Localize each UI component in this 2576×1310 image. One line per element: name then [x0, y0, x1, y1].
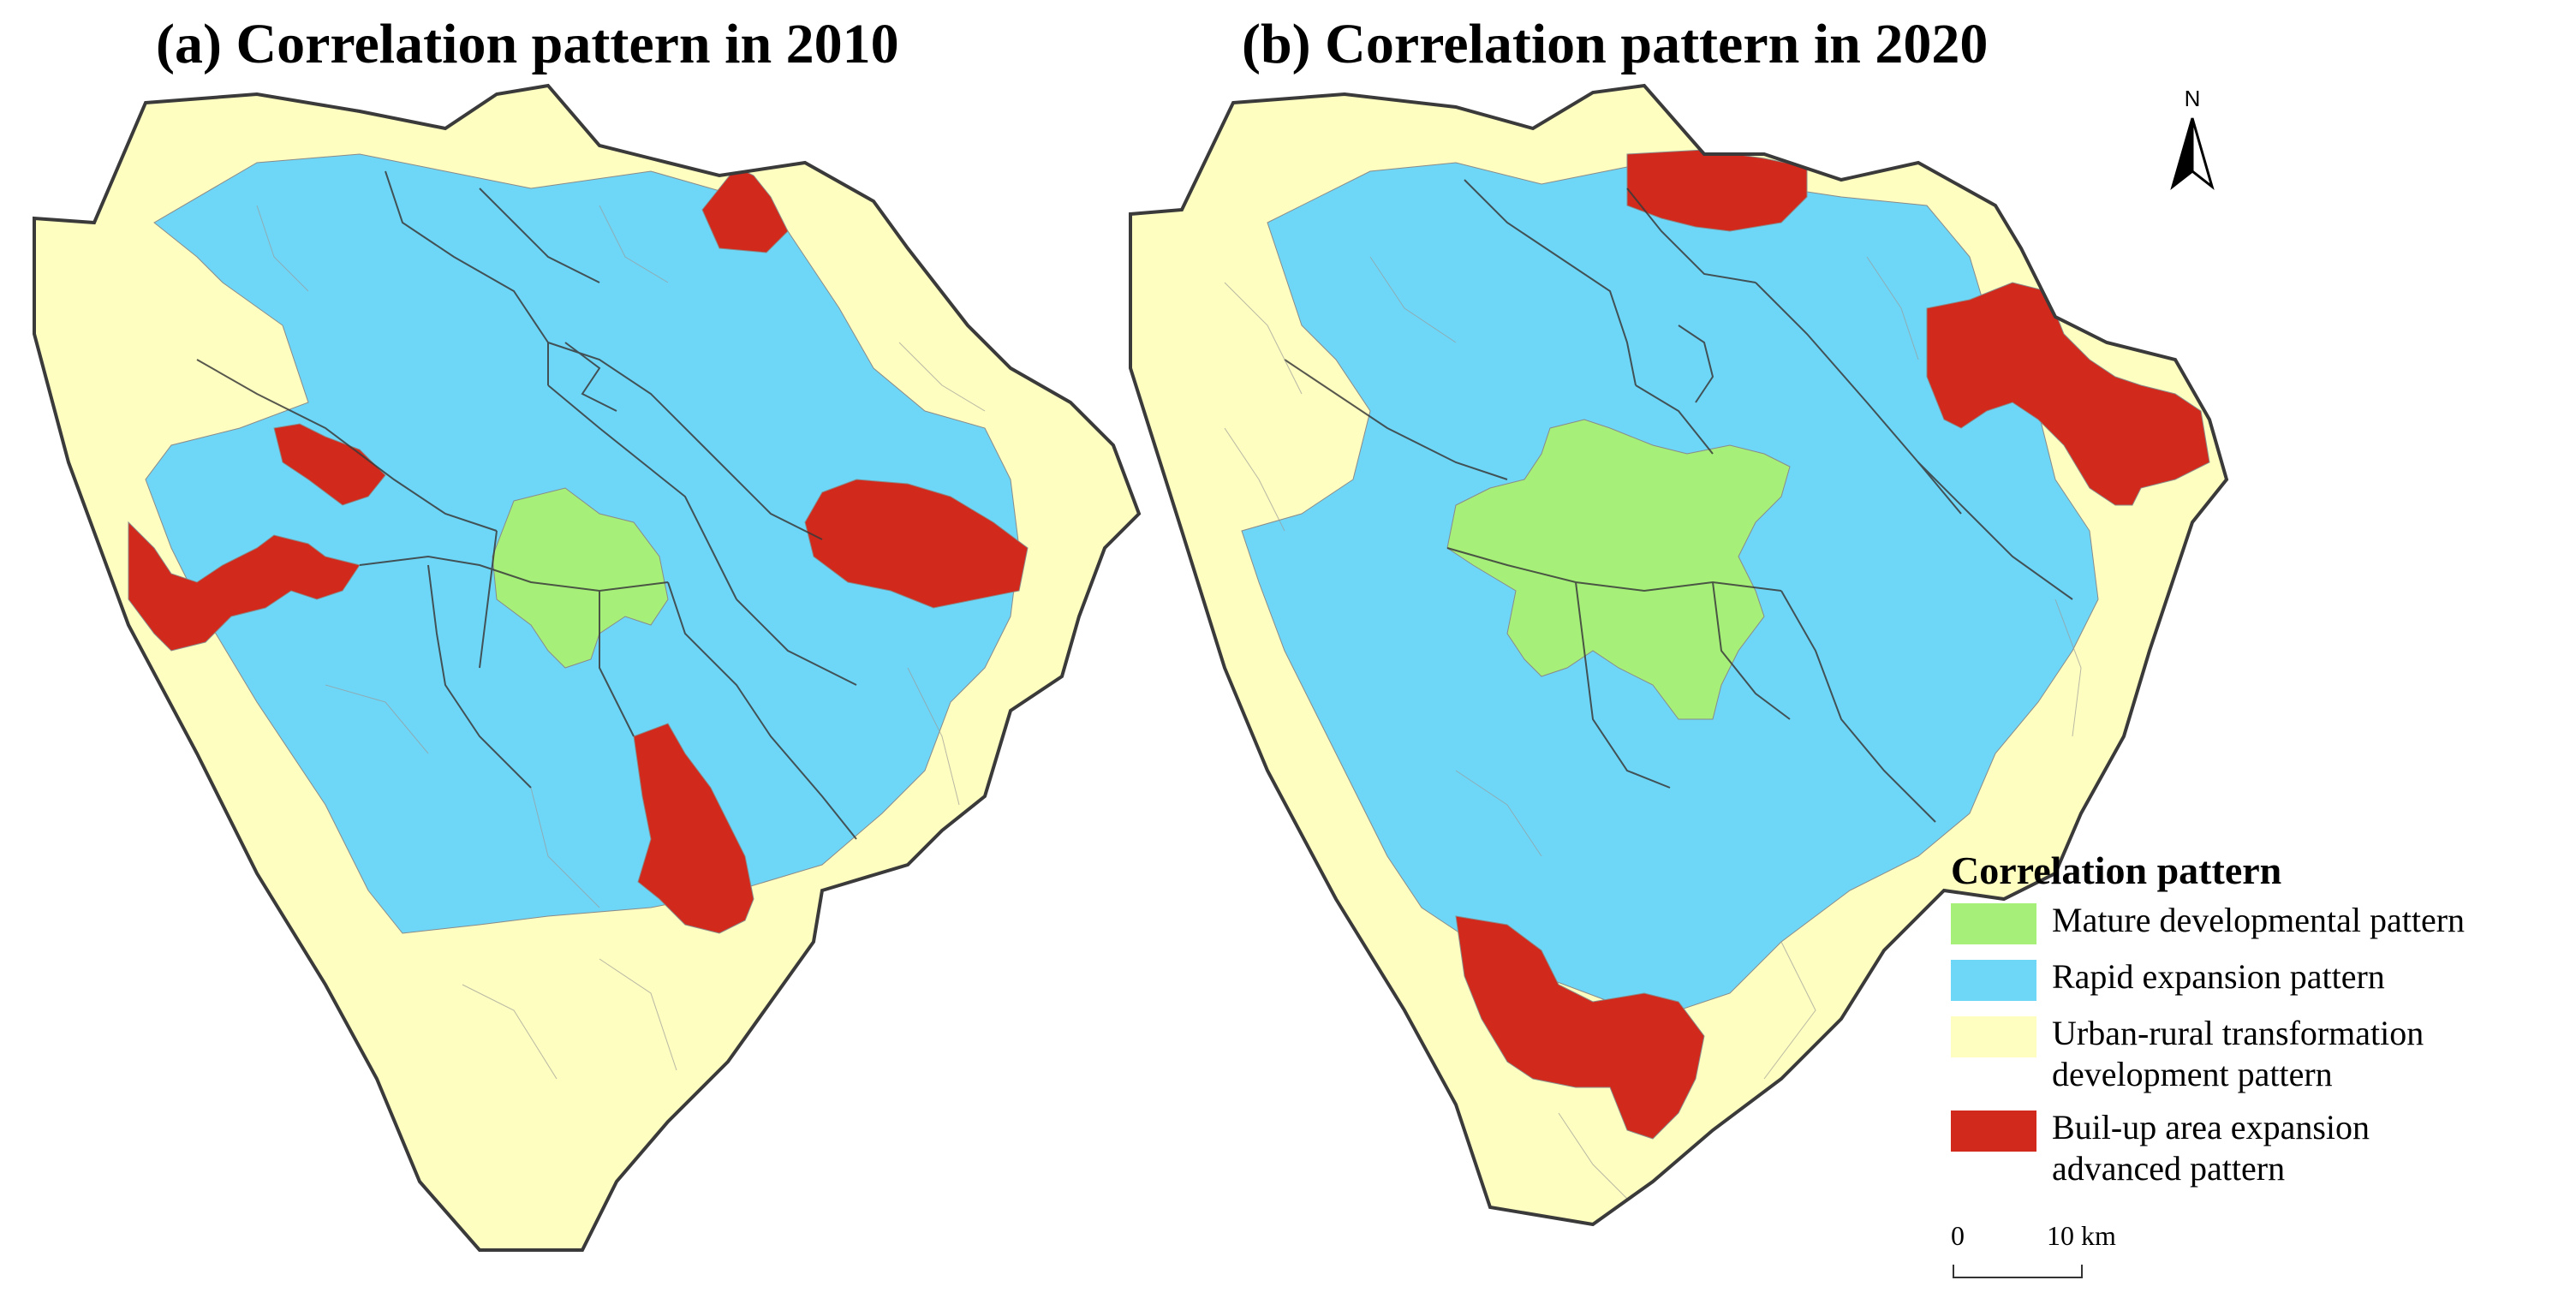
- legend: Correlation pattern Mature developmental…: [1951, 848, 2567, 1201]
- legend-label-urban-rural-line2: development pattern: [2052, 1055, 2333, 1093]
- legend-item-urban-rural: Urban-rural transformation development p…: [1951, 1013, 2567, 1095]
- legend-item-mature: Mature developmental pattern: [1951, 900, 2567, 944]
- legend-item-rapid: Rapid expansion pattern: [1951, 956, 2567, 1001]
- legend-label-advanced: Buil-up area expansion advanced pattern: [2052, 1107, 2370, 1189]
- map-a-advanced-region-south: [633, 723, 754, 934]
- scale-bar: 0 10 km: [1951, 1220, 2116, 1289]
- legend-label-advanced-line1: Buil-up area expansion: [2052, 1108, 2370, 1146]
- map-a-advanced-region-northwest: [273, 423, 386, 506]
- north-arrow: N: [2162, 86, 2222, 197]
- map-b-district-boundaries: [1284, 179, 2073, 823]
- legend-label-urban-rural-line1: Urban-rural transformation: [2052, 1014, 2424, 1052]
- map-b-mature-region: [1446, 419, 1791, 720]
- legend-title: Correlation pattern: [1951, 849, 2282, 892]
- north-arrow-label: N: [2184, 86, 2201, 111]
- map-b-outline: [1129, 83, 2229, 1227]
- scale-bar-end-label: 10 km: [2047, 1220, 2116, 1251]
- scale-bar-start-label: 0: [1951, 1220, 1965, 1251]
- scale-bar-line: [1953, 1265, 2083, 1278]
- legend-label-mature: Mature developmental pattern: [2052, 900, 2465, 941]
- legend-label-urban-rural: Urban-rural transformation development p…: [2052, 1013, 2424, 1095]
- legend-swatch-mature: [1951, 903, 2036, 944]
- legend-label-advanced-line2: advanced pattern: [2052, 1149, 2286, 1188]
- map-a-title: (a) Correlation pattern in 2010: [156, 13, 899, 75]
- map-b-subdistrict-boundaries: [1224, 256, 2082, 1200]
- legend-item-advanced: Buil-up area expansion advanced pattern: [1951, 1107, 2567, 1189]
- map-a-mature-region: [492, 487, 669, 669]
- map-a-advanced-region-east: [804, 479, 1029, 609]
- legend-label-rapid-line1: Rapid expansion pattern: [2052, 957, 2385, 996]
- legend-swatch-advanced: [1951, 1111, 2036, 1152]
- legend-label-mature-line1: Mature developmental pattern: [2052, 901, 2466, 939]
- legend-swatch-rapid: [1951, 960, 2036, 1001]
- map-a-subdistrict-boundaries: [256, 205, 986, 1080]
- legend-swatch-urban-rural: [1951, 1016, 2036, 1057]
- map-a-advanced-region-west: [128, 521, 361, 652]
- map-a: [34, 86, 1139, 1250]
- legend-label-rapid: Rapid expansion pattern: [2052, 956, 2385, 997]
- map-b-advanced-region-south: [1455, 915, 1705, 1140]
- north-arrow-icon: [2170, 117, 2215, 191]
- map-b-title: (b) Correlation pattern in 2020: [1242, 13, 1989, 75]
- map-a-outline: [33, 83, 1142, 1252]
- map-b-advanced-region-east: [1926, 282, 2210, 506]
- map-a-district-boundaries: [196, 170, 857, 840]
